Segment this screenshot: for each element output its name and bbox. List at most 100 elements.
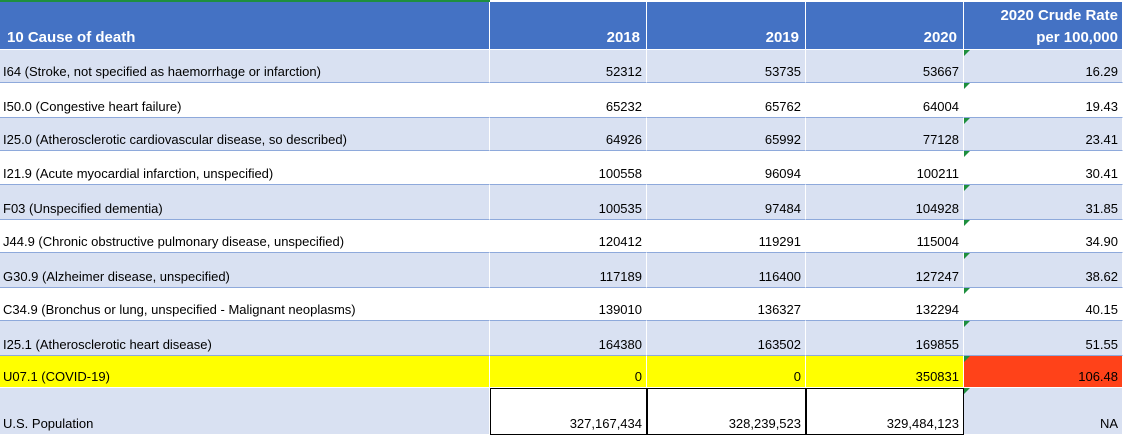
cause-cell[interactable]: I25.0 (Atherosclerotic cardiovascular di… — [0, 118, 490, 151]
rate-value: 30.41 — [1085, 166, 1118, 181]
rate-value: 19.43 — [1085, 99, 1118, 114]
value-2018-cell[interactable]: 64926 — [490, 118, 647, 151]
covid-row: U07.1 (COVID-19) 0 0 350831 106.48 — [0, 356, 1123, 388]
value-2019-cell[interactable]: 119291 — [647, 220, 806, 253]
value-2018-cell[interactable]: 52312 — [490, 50, 647, 83]
value-2020-cell[interactable]: 169855 — [806, 321, 964, 356]
comment-marker-icon — [964, 50, 970, 56]
value-2018: 120412 — [598, 234, 642, 249]
cause-cell[interactable]: U.S. Population — [0, 388, 490, 435]
rate-cell[interactable]: 16.29 — [964, 50, 1123, 83]
cause-cell[interactable]: G30.9 (Alzheimer disease, unspecified) — [0, 253, 490, 288]
rate-cell[interactable]: 51.55 — [964, 321, 1123, 356]
cause-text: I25.1 (Atherosclerotic heart disease) — [3, 337, 212, 352]
value-2019-cell[interactable]: 96094 — [647, 151, 806, 185]
value-2018: 0 — [634, 369, 642, 384]
table-row: F03 (Unspecified dementia) 100535 97484 104… — [0, 185, 1123, 220]
value-2018-cell[interactable]: 120412 — [490, 220, 647, 253]
value-2018-cell[interactable]: 100535 — [490, 185, 647, 220]
value-2019: 96094 — [764, 166, 801, 181]
value-2020: 350831 — [915, 369, 959, 384]
value-2019: 163502 — [757, 337, 801, 352]
value-2020-cell[interactable]: 127247 — [806, 253, 964, 288]
value-2019-cell[interactable]: 65992 — [647, 118, 806, 151]
value-2020-cell[interactable]: 104928 — [806, 185, 964, 220]
header-2019[interactable]: 2019 — [647, 2, 806, 50]
value-2020-cell[interactable]: 350831 — [806, 356, 964, 388]
value-2019-cell[interactable]: 0 — [647, 356, 806, 388]
value-2018-cell[interactable]: 139010 — [490, 288, 647, 321]
header-2020[interactable]: 2020 — [806, 2, 964, 50]
rate-value: 34.90 — [1085, 234, 1118, 249]
header-rate-label: 2020 Crude Rate per 100,000 — [1000, 5, 1118, 49]
value-2020: 64004 — [922, 99, 959, 114]
header-2018[interactable]: 2018 — [490, 2, 647, 50]
header-cause[interactable]: 10 Cause of death — [0, 2, 490, 50]
rate-cell[interactable]: 19.43 — [964, 83, 1123, 118]
comment-marker-icon — [964, 388, 970, 394]
value-2018-cell[interactable]: 0 — [490, 356, 647, 388]
rate-cell[interactable]: 40.15 — [964, 288, 1123, 321]
value-2019-cell[interactable]: 97484 — [647, 185, 806, 220]
rate-cell[interactable]: 30.41 — [964, 151, 1123, 185]
cause-cell[interactable]: I21.9 (Acute myocardial infarction, unsp… — [0, 151, 490, 185]
rate-value: 40.15 — [1085, 302, 1118, 317]
comment-marker-icon — [964, 220, 970, 226]
rate-cell[interactable]: 106.48 — [964, 356, 1123, 388]
value-2020-cell[interactable]: 77128 — [806, 118, 964, 151]
cause-cell[interactable]: I50.0 (Congestive heart failure) — [0, 83, 490, 118]
cause-text: I50.0 (Congestive heart failure) — [3, 99, 182, 114]
value-2019-cell[interactable]: 65762 — [647, 83, 806, 118]
value-2018-cell[interactable]: 164380 — [490, 321, 647, 356]
rate-cell[interactable]: 31.85 — [964, 185, 1123, 220]
cause-cell[interactable]: U07.1 (COVID-19) — [0, 356, 490, 388]
cause-cell[interactable]: I64 (Stroke, not specified as haemorrhag… — [0, 50, 490, 83]
cause-cell[interactable]: F03 (Unspecified dementia) — [0, 185, 490, 220]
cause-cell[interactable]: I25.1 (Atherosclerotic heart disease) — [0, 321, 490, 356]
cause-cell[interactable]: J44.9 (Chronic obstructive pulmonary dis… — [0, 220, 490, 253]
cause-cell[interactable]: C34.9 (Bronchus or lung, unspecified - M… — [0, 288, 490, 321]
cause-text: I21.9 (Acute myocardial infarction, unsp… — [3, 166, 274, 181]
header-rate[interactable]: 2020 Crude Rate per 100,000 — [964, 2, 1123, 50]
value-2020-cell[interactable]: 64004 — [806, 83, 964, 118]
value-2019: 0 — [793, 369, 801, 384]
rate-cell[interactable]: NA — [964, 388, 1123, 435]
value-2020-cell[interactable]: 53667 — [806, 50, 964, 83]
header-rate-line2: per 100,000 — [1036, 29, 1118, 46]
rate-cell[interactable]: 38.62 — [964, 253, 1123, 288]
value-2018-cell[interactable]: 327,167,434 — [490, 388, 647, 435]
cause-text: C34.9 (Bronchus or lung, unspecified - M… — [3, 302, 356, 317]
table-row: G30.9 (Alzheimer disease, unspecified) 11… — [0, 253, 1123, 288]
value-2020-cell[interactable]: 329,484,123 — [806, 388, 964, 435]
value-2019: 53735 — [764, 64, 801, 79]
rate-value: 16.29 — [1085, 64, 1118, 79]
rate-cell[interactable]: 34.90 — [964, 220, 1123, 253]
comment-marker-icon — [964, 253, 970, 259]
rate-cell[interactable]: 23.41 — [964, 118, 1123, 151]
header-2020-label: 2020 — [923, 29, 957, 46]
value-2019-cell[interactable]: 53735 — [647, 50, 806, 83]
value-2020: 77128 — [922, 132, 959, 147]
table-row: I25.1 (Atherosclerotic heart disease) 164… — [0, 321, 1123, 356]
value-2018-cell[interactable]: 65232 — [490, 83, 647, 118]
value-2019: 328,239,523 — [728, 416, 801, 431]
value-2019-cell[interactable]: 328,239,523 — [647, 388, 806, 435]
value-2020: 100211 — [916, 166, 959, 181]
value-2018: 117189 — [599, 269, 642, 284]
value-2018: 327,167,434 — [569, 416, 642, 431]
header-cause-label: 10 Cause of death — [7, 29, 136, 46]
table-row: I64 (Stroke, not specified as haemorrhag… — [0, 50, 1123, 83]
value-2019-cell[interactable]: 116400 — [647, 253, 806, 288]
value-2019: 65992 — [764, 132, 801, 147]
value-2020-cell[interactable]: 115004 — [806, 220, 964, 253]
value-2019-cell[interactable]: 136327 — [647, 288, 806, 321]
value-2020-cell[interactable]: 132294 — [806, 288, 964, 321]
value-2018-cell[interactable]: 117189 — [490, 253, 647, 288]
value-2018-cell[interactable]: 100558 — [490, 151, 647, 185]
value-2019: 136327 — [757, 302, 801, 317]
top-border-line — [0, 0, 490, 2]
value-2019-cell[interactable]: 163502 — [647, 321, 806, 356]
comment-marker-icon — [964, 118, 970, 124]
value-2020-cell[interactable]: 100211 — [806, 151, 964, 185]
